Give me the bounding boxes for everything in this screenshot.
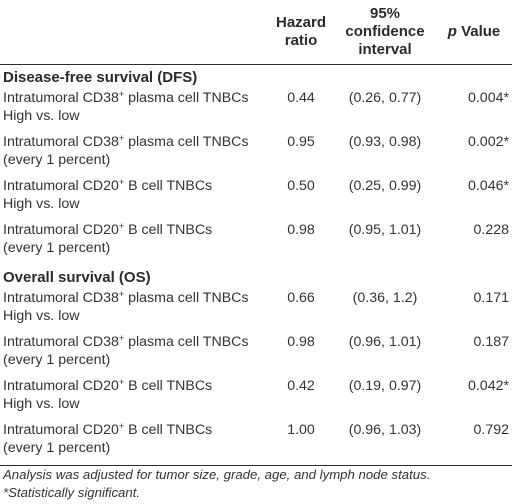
row-label: Intratumoral CD38+ plasma cell TNBCs High… — [0, 289, 268, 333]
footnotes: Analysis was adjusted for tumor size, gr… — [3, 466, 430, 502]
superscript-plus: + — [118, 176, 125, 187]
table-row: Intratumoral CD38+ plasma cell TNBCs High… — [0, 89, 512, 133]
cell-type: plasma cell TNBCs — [124, 133, 249, 150]
hazard-ratio-cell: 0.44 — [287, 89, 315, 106]
header-blank — [0, 0, 268, 64]
table-row: Intratumoral CD20+ B cell TNBCs (every 1 … — [0, 421, 512, 466]
row-label-line2: High vs. low — [3, 395, 80, 412]
cell-type: B cell TNBCs — [124, 221, 213, 238]
cell-type: plasma cell TNBCs — [124, 89, 249, 106]
marker-name: Intratumoral CD38 — [3, 289, 119, 306]
cell-type: plasma cell TNBCs — [124, 289, 249, 306]
p-value-cell: 0.046* — [467, 177, 509, 194]
footnote-adjustment: Analysis was adjusted for tumor size, gr… — [3, 467, 431, 482]
marker-name: Intratumoral CD20 — [3, 221, 119, 238]
row-label-line1: Intratumoral CD20+ B cell TNBCs — [3, 376, 213, 394]
marker-name: Intratumoral CD38 — [3, 89, 119, 106]
row-label-line2: High vs. low — [3, 307, 80, 324]
row-label: Intratumoral CD38+ plasma cell TNBCs High… — [0, 89, 268, 133]
confidence-interval-cell: (0.25, 0.99) — [348, 177, 422, 194]
header-hazard-ratio: Hazard ratio — [275, 13, 327, 49]
hazard-ratio-cell: 0.95 — [287, 133, 315, 150]
row-label-line2: High vs. low — [3, 195, 80, 212]
row-label-line2: (every 1 percent) — [3, 351, 111, 368]
footnote-significance: *Statistically significant. — [3, 485, 141, 500]
superscript-plus: + — [118, 420, 125, 431]
row-label: Intratumoral CD20+ B cell TNBCs High vs. … — [0, 377, 268, 421]
header-p-value: p Value — [447, 22, 501, 40]
p-value-cell: 0.004* — [467, 89, 509, 106]
row-label-line1: Intratumoral CD38+ plasma cell TNBCs — [3, 288, 249, 306]
table-row: Intratumoral CD38+ plasma cell TNBCs (eve… — [0, 133, 512, 177]
cell-type: B cell TNBCs — [124, 177, 213, 194]
table-row: Intratumoral CD20+ B cell TNBCs High vs. … — [0, 377, 512, 421]
marker-name: Intratumoral CD38 — [3, 133, 119, 150]
row-label: Intratumoral CD38+ plasma cell TNBCs (eve… — [0, 133, 268, 177]
p-value-cell: 0.228 — [473, 221, 509, 238]
confidence-interval-cell: (0.26, 0.77) — [348, 89, 422, 106]
confidence-interval-cell: (0.19, 0.97) — [348, 377, 422, 394]
row-label-line1: Intratumoral CD20+ B cell TNBCs — [3, 220, 213, 238]
confidence-interval-cell: (0.93, 0.98) — [348, 133, 422, 150]
p-value-cell: 0.792 — [473, 421, 509, 438]
hazard-ratio-cell: 0.98 — [287, 221, 315, 238]
superscript-plus: + — [118, 332, 125, 343]
row-label: Intratumoral CD20+ B cell TNBCs (every 1 … — [0, 221, 268, 265]
marker-name: Intratumoral CD20 — [3, 377, 119, 394]
section-title: Overall survival (OS) — [3, 268, 151, 286]
superscript-plus: + — [118, 132, 125, 143]
row-label-line2: (every 1 percent) — [3, 439, 111, 456]
row-label-line2: High vs. low — [3, 107, 80, 124]
superscript-plus: + — [118, 220, 125, 231]
section-header-row: Disease-free survival (DFS) — [0, 64, 512, 89]
marker-name: Intratumoral CD20 — [3, 177, 119, 194]
row-label-line1: Intratumoral CD20+ B cell TNBCs — [3, 176, 213, 194]
superscript-plus: + — [118, 88, 125, 99]
p-value-cell: 0.187 — [473, 333, 509, 350]
cell-type: B cell TNBCs — [124, 421, 213, 438]
confidence-interval-cell: (0.36, 1.2) — [352, 289, 418, 306]
hazard-ratio-cell: 0.42 — [287, 377, 315, 394]
row-label-line1: Intratumoral CD38+ plasma cell TNBCs — [3, 332, 249, 350]
section-header-row: Overall survival (OS) — [0, 265, 512, 289]
row-label-line1: Intratumoral CD38+ plasma cell TNBCs — [3, 88, 249, 106]
row-label-line1: Intratumoral CD20+ B cell TNBCs — [3, 420, 213, 438]
section-title: Disease-free survival (DFS) — [3, 68, 198, 86]
hazard-ratio-cell: 0.98 — [287, 333, 315, 350]
confidence-interval-cell: (0.96, 1.03) — [348, 421, 422, 438]
cell-type: plasma cell TNBCs — [124, 333, 249, 350]
cell-type: B cell TNBCs — [124, 377, 213, 394]
p-value-cell: 0.171 — [473, 289, 509, 306]
row-label-line1: Intratumoral CD38+ plasma cell TNBCs — [3, 132, 249, 150]
hazard-ratio-cell: 1.00 — [287, 421, 315, 438]
header-row: Hazard ratio 95% confidence interval p Val… — [0, 0, 512, 64]
row-label: Intratumoral CD20+ B cell TNBCs High vs. … — [0, 177, 268, 221]
table-row: Intratumoral CD20+ B cell TNBCs (every 1 … — [0, 221, 512, 265]
p-value-cell: 0.002* — [467, 133, 509, 150]
row-label: Intratumoral CD20+ B cell TNBCs (every 1 … — [0, 421, 268, 466]
row-label-line2: (every 1 percent) — [3, 151, 111, 168]
confidence-interval-cell: (0.95, 1.01) — [348, 221, 422, 238]
confidence-interval-cell: (0.96, 1.01) — [348, 333, 422, 350]
row-label: Intratumoral CD38+ plasma cell TNBCs (eve… — [0, 333, 268, 377]
hazard-ratio-cell: 0.50 — [287, 177, 315, 194]
table-row: Intratumoral CD38+ plasma cell TNBCs (eve… — [0, 333, 512, 377]
p-value-cell: 0.042* — [467, 377, 509, 394]
table-row: Intratumoral CD38+ plasma cell TNBCs High… — [0, 289, 512, 333]
hazard-ratio-cell: 0.66 — [287, 289, 315, 306]
table-body: Disease-free survival (DFS) Intratumoral … — [0, 64, 512, 465]
marker-name: Intratumoral CD38 — [3, 333, 119, 350]
superscript-plus: + — [118, 376, 125, 387]
table-row: Intratumoral CD20+ B cell TNBCs High vs. … — [0, 177, 512, 221]
survival-table: Hazard ratio 95% confidence interval p Val… — [0, 0, 512, 465]
row-label-line2: (every 1 percent) — [3, 239, 111, 256]
marker-name: Intratumoral CD20 — [3, 421, 119, 438]
header-confidence-interval: 95% confidence interval — [345, 4, 425, 58]
superscript-plus: + — [118, 288, 125, 299]
